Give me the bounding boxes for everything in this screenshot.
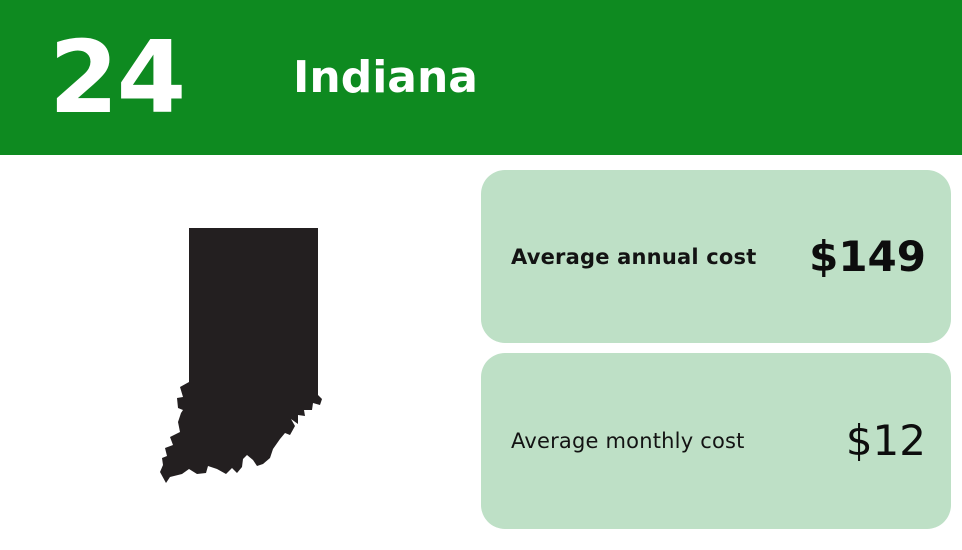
monthly-cost-value: $12 (845, 416, 926, 465)
annual-cost-label: Average annual cost (511, 244, 757, 269)
state-title: Indiana (293, 51, 478, 103)
monthly-cost-label: Average monthly cost (511, 429, 745, 453)
annual-cost-card: Average annual cost $149 (481, 170, 951, 343)
state-map (158, 228, 324, 484)
indiana-silhouette-icon (160, 228, 322, 483)
rank-number: 24 (49, 18, 186, 136)
header-banner: 24 Indiana (0, 0, 962, 155)
indiana-silhouette-path (160, 228, 322, 483)
monthly-cost-card: Average monthly cost $12 (481, 353, 951, 529)
annual-cost-value: $149 (809, 231, 926, 281)
